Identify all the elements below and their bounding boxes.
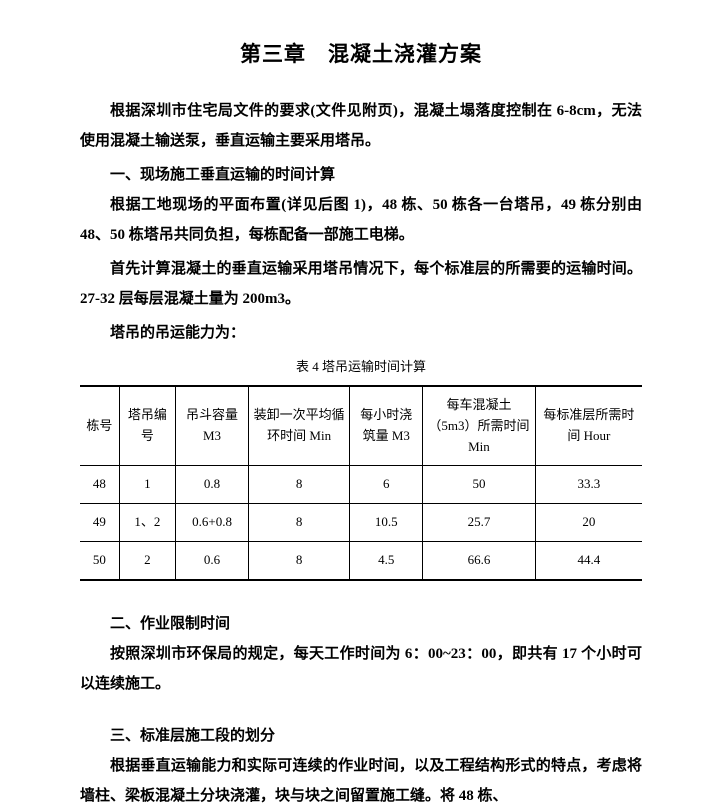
section1-paragraph-3: 塔吊的吊运能力为： — [80, 318, 642, 348]
cell: 66.6 — [423, 541, 535, 579]
cell: 8 — [249, 541, 350, 579]
section2-heading: 二、作业限制时间 — [80, 609, 642, 639]
col-header-2: 吊斗容量 M3 — [176, 386, 249, 466]
section2-paragraph: 按照深圳市环保局的规定，每天工作时间为 6：00~23：00，即共有 17 个小… — [80, 639, 642, 699]
intro-paragraph: 根据深圳市住宅局文件的要求(文件见附页)，混凝土塌落度控制在 6-8cm，无法使… — [80, 96, 642, 156]
cell: 8 — [249, 504, 350, 542]
table-row: 48 1 0.8 8 6 50 33.3 — [80, 466, 642, 504]
cell: 20 — [535, 504, 642, 542]
cell: 0.6 — [176, 541, 249, 579]
cell: 8 — [249, 466, 350, 504]
spacer — [80, 703, 642, 721]
cell: 10.5 — [350, 504, 423, 542]
chapter-title: 第三章 混凝土浇灌方案 — [80, 38, 642, 68]
col-header-4: 每小时浇筑量 M3 — [350, 386, 423, 466]
section1-paragraph-2: 首先计算混凝土的垂直运输采用塔吊情况下，每个标准层的所需要的运输时间。27-32… — [80, 254, 642, 314]
col-header-1: 塔吊编号 — [119, 386, 175, 466]
cell: 2 — [119, 541, 175, 579]
section3-heading: 三、标准层施工段的划分 — [80, 721, 642, 751]
cell: 25.7 — [423, 504, 535, 542]
cell: 0.8 — [176, 466, 249, 504]
section1-heading: 一、现场施工垂直运输的时间计算 — [80, 160, 642, 190]
table-row: 49 1、2 0.6+0.8 8 10.5 25.7 20 — [80, 504, 642, 542]
table-header-row: 栋号 塔吊编号 吊斗容量 M3 装卸一次平均循环时间 Min 每小时浇筑量 M3… — [80, 386, 642, 466]
cell: 6 — [350, 466, 423, 504]
section3-paragraph: 根据垂直运输能力和实际可连续的作业时间，以及工程结构形式的特点，考虑将墙柱、梁板… — [80, 751, 642, 811]
table-row: 50 2 0.6 8 4.5 66.6 44.4 — [80, 541, 642, 579]
section1-paragraph-1: 根据工地现场的平面布置(详见后图 1)，48 栋、50 栋各一台塔吊，49 栋分… — [80, 190, 642, 250]
cell: 1 — [119, 466, 175, 504]
col-header-6: 每标准层所需时间 Hour — [535, 386, 642, 466]
cell: 49 — [80, 504, 119, 542]
cell: 0.6+0.8 — [176, 504, 249, 542]
col-header-3: 装卸一次平均循环时间 Min — [249, 386, 350, 466]
cell: 48 — [80, 466, 119, 504]
cell: 50 — [423, 466, 535, 504]
cell: 1、2 — [119, 504, 175, 542]
cell: 44.4 — [535, 541, 642, 579]
table-caption: 表 4 塔吊运输时间计算 — [80, 356, 642, 375]
col-header-5: 每车混凝土（5m3）所需时间 Min — [423, 386, 535, 466]
cell: 4.5 — [350, 541, 423, 579]
crane-transport-table: 栋号 塔吊编号 吊斗容量 M3 装卸一次平均循环时间 Min 每小时浇筑量 M3… — [80, 385, 642, 581]
cell: 33.3 — [535, 466, 642, 504]
col-header-0: 栋号 — [80, 386, 119, 466]
cell: 50 — [80, 541, 119, 579]
